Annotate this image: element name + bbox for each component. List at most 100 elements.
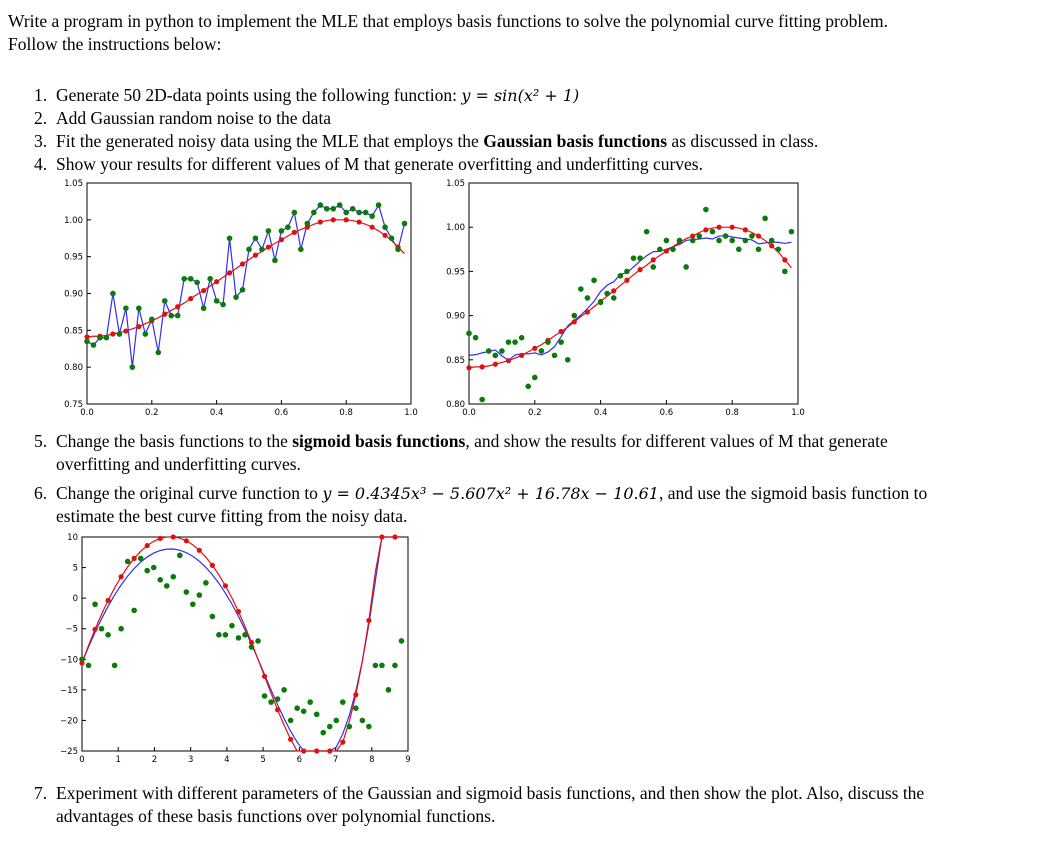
data-point	[479, 396, 485, 403]
y-tick-label: 0.85	[64, 326, 83, 336]
data-point	[372, 662, 379, 669]
data-point	[788, 228, 795, 235]
y-tick-label: 1.05	[64, 179, 83, 189]
data-point	[177, 552, 183, 559]
item-text-post: , and show the results for different val…	[465, 431, 888, 451]
data-point	[729, 237, 735, 244]
data-point	[157, 577, 164, 583]
data-point	[118, 625, 124, 632]
y-tick-label: 0.90	[446, 312, 465, 322]
true-point	[317, 219, 323, 225]
true-point	[252, 252, 259, 258]
x-tick-label: 1.0	[404, 408, 418, 418]
intro-line-2: Follow the instructions below:	[8, 34, 222, 54]
data-point	[333, 717, 340, 724]
item-text: Experiment with different parameters of …	[56, 783, 925, 803]
list-item-4: 4. Show your results for different values…	[34, 153, 703, 176]
item-number: 1.	[34, 85, 48, 105]
true-point	[235, 608, 242, 615]
data-point	[268, 699, 274, 705]
true-point	[118, 574, 124, 580]
data-point	[281, 687, 287, 693]
true-point	[369, 224, 375, 230]
data-point	[716, 237, 722, 244]
x-tick-label: 0.2	[145, 408, 159, 418]
true-point	[188, 296, 194, 302]
data-point	[181, 275, 187, 282]
y-tick-label: 10	[67, 533, 78, 543]
list-item-2: 2. Add Gaussian random noise to the data	[34, 107, 331, 130]
data-point	[578, 286, 584, 292]
true-point	[222, 583, 229, 589]
y-tick-label: −15	[60, 686, 78, 696]
data-point	[782, 268, 788, 275]
true-point	[301, 748, 307, 754]
data-point	[657, 246, 663, 253]
data-point	[545, 339, 551, 345]
data-point	[252, 235, 259, 242]
item-number: 3.	[34, 131, 48, 151]
data-point	[670, 246, 676, 253]
data-point	[349, 205, 356, 212]
data-point	[149, 316, 155, 323]
data-point	[129, 364, 136, 370]
chart-frame	[81, 536, 409, 752]
data-point	[200, 305, 207, 312]
true-point	[275, 707, 281, 713]
x-tick-label: 0.6	[660, 408, 674, 418]
true-point	[742, 227, 748, 233]
data-point	[111, 662, 118, 669]
list-item-5-line-2: overfitting and underfitting curves.	[56, 454, 301, 474]
data-point	[313, 711, 320, 718]
true-point	[157, 535, 163, 542]
item-text: Change the basis functions to the	[56, 431, 293, 451]
true-point	[703, 227, 709, 233]
data-point	[597, 299, 604, 306]
true-point	[729, 224, 735, 230]
data-point	[259, 246, 265, 253]
true-point	[105, 597, 111, 604]
data-point	[722, 233, 729, 239]
data-point	[84, 338, 90, 345]
data-point	[379, 662, 385, 669]
true-point	[382, 232, 388, 238]
item-text: Generate 50 2D-data points using the fol…	[56, 85, 462, 105]
data-point	[392, 662, 398, 669]
y-tick-label: −5	[65, 625, 78, 635]
true-point	[248, 639, 255, 646]
fit-curve	[81, 536, 402, 752]
data-point	[105, 632, 111, 638]
true-point	[261, 673, 268, 679]
chart-frame	[86, 182, 412, 405]
data-point	[617, 273, 624, 279]
y-tick-label: 5	[73, 564, 78, 574]
data-point	[624, 268, 630, 275]
true-point	[611, 288, 617, 294]
true-point	[239, 261, 246, 267]
true-point	[353, 692, 359, 698]
data-point	[755, 246, 762, 253]
data-point	[518, 334, 525, 341]
true-point	[519, 352, 525, 358]
true-point	[291, 229, 297, 235]
true-point	[782, 257, 788, 263]
data-point	[735, 246, 742, 253]
true-point	[532, 345, 538, 351]
data-point	[194, 279, 200, 286]
data-point	[330, 205, 337, 212]
y-tick-label: 0.95	[446, 267, 465, 277]
x-tick-label: 0.8	[339, 408, 353, 418]
data-point	[749, 233, 755, 239]
y-tick-label: 0.95	[64, 253, 83, 263]
x-tick-label: 4	[224, 755, 229, 765]
data-point	[525, 383, 532, 390]
data-point	[265, 228, 272, 234]
true-point	[265, 244, 272, 250]
true-point	[330, 217, 336, 223]
data-point	[79, 656, 85, 663]
data-point	[216, 632, 222, 638]
data-point	[222, 632, 229, 638]
true-point	[136, 324, 142, 330]
x-tick-label: 6	[297, 755, 302, 765]
data-point	[591, 277, 597, 284]
